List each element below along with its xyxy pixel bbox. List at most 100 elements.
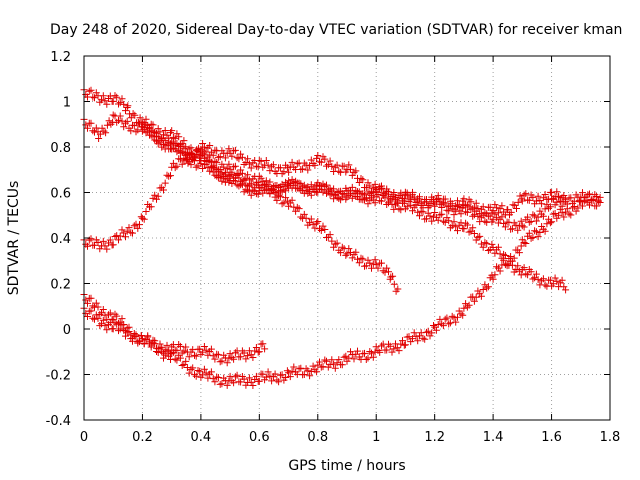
data-point	[439, 217, 447, 225]
data-point	[244, 155, 252, 163]
data-point	[116, 325, 124, 333]
data-point	[348, 254, 356, 262]
data-point	[326, 231, 334, 239]
data-point	[218, 357, 226, 365]
data-point	[340, 191, 348, 199]
data-point	[452, 318, 460, 326]
data-point	[518, 197, 526, 205]
data-point	[221, 154, 229, 162]
data-point	[372, 261, 380, 269]
data-point	[368, 264, 375, 272]
data-point	[326, 157, 334, 165]
data-point	[543, 220, 551, 228]
data-point	[134, 339, 142, 347]
data-point	[129, 229, 136, 237]
data-point	[111, 92, 119, 100]
data-point	[317, 227, 325, 234]
data-point	[463, 201, 471, 209]
data-point	[221, 170, 229, 178]
data-point	[111, 319, 119, 327]
data-point	[244, 171, 252, 179]
data-point	[463, 208, 471, 216]
data-point	[491, 271, 499, 279]
data-point	[242, 181, 250, 189]
data-point	[242, 159, 250, 166]
data-point	[493, 214, 501, 222]
data-point	[115, 116, 122, 124]
data-point	[214, 168, 222, 176]
data-point	[445, 320, 453, 328]
data-point	[529, 234, 537, 241]
data-point	[522, 240, 530, 247]
data-point	[178, 160, 186, 168]
series-track-5	[80, 193, 604, 389]
data-point	[91, 315, 98, 323]
data-point	[202, 157, 210, 165]
data-point	[307, 215, 315, 223]
data-point	[388, 348, 396, 356]
data-point	[509, 201, 517, 209]
data-point	[469, 224, 477, 232]
data-point	[368, 349, 375, 357]
data-point	[237, 353, 245, 361]
data-point	[313, 368, 321, 376]
data-point	[249, 354, 257, 361]
data-point	[401, 188, 409, 196]
data-point	[245, 374, 253, 382]
data-point	[386, 195, 394, 203]
grid-lines	[84, 56, 610, 420]
data-point	[517, 217, 525, 225]
data-point	[175, 133, 183, 141]
y-tick-label: 0.4	[50, 232, 71, 247]
data-point	[337, 187, 345, 195]
data-point	[207, 368, 215, 376]
data-point	[216, 358, 224, 366]
data-point	[113, 320, 121, 328]
data-point	[507, 253, 515, 260]
data-point	[206, 167, 214, 175]
data-point	[457, 203, 465, 211]
data-point	[455, 307, 463, 315]
data-point	[389, 272, 397, 280]
data-point	[304, 367, 312, 375]
data-point	[237, 166, 245, 174]
data-point	[209, 164, 217, 171]
data-point	[345, 161, 353, 169]
data-point	[520, 239, 528, 246]
data-point	[488, 271, 496, 279]
data-point	[520, 191, 528, 199]
data-point	[558, 276, 566, 284]
data-point	[348, 183, 356, 191]
data-point	[211, 157, 219, 165]
data-point	[283, 164, 291, 172]
data-point	[94, 239, 102, 246]
data-point	[168, 145, 176, 153]
data-point	[348, 171, 356, 179]
data-point	[273, 196, 281, 204]
data-point	[209, 151, 217, 159]
y-tick-label: 0.8	[50, 141, 71, 156]
data-point	[381, 194, 389, 202]
data-point	[156, 340, 164, 348]
data-point	[553, 277, 561, 285]
data-point	[328, 237, 336, 245]
data-point	[111, 310, 119, 318]
data-point	[103, 100, 111, 108]
data-point	[180, 137, 188, 145]
data-point	[247, 164, 255, 172]
data-point	[421, 335, 429, 343]
data-point	[228, 353, 236, 361]
data-point	[438, 320, 446, 328]
data-point	[491, 210, 499, 218]
data-point	[541, 191, 549, 198]
data-point	[98, 320, 105, 328]
data-point	[371, 256, 379, 264]
data-point	[350, 189, 358, 197]
data-point	[105, 117, 113, 125]
data-point	[508, 225, 516, 233]
data-point	[345, 245, 353, 253]
data-point	[178, 148, 186, 156]
data-point	[333, 239, 341, 247]
data-point	[317, 182, 325, 190]
data-point	[512, 221, 520, 229]
